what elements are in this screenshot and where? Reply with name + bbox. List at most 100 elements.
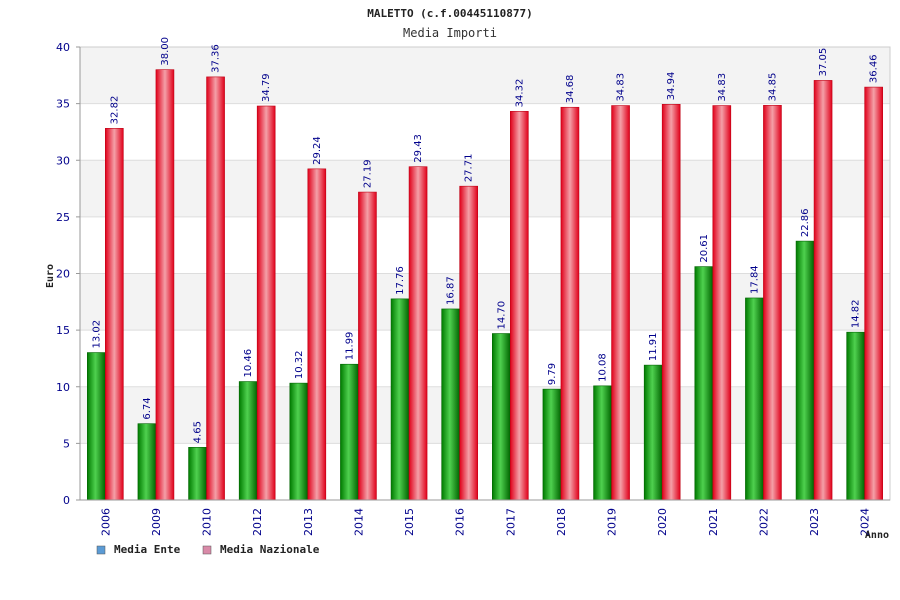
- y-axis: 0 5 10 15 20 25 30 35 40: [56, 41, 81, 507]
- y-tick-label: 5: [63, 437, 70, 450]
- x-tick-label: 2014: [352, 508, 365, 536]
- x-tick-label: 2018: [555, 508, 568, 536]
- y-tick-label: 20: [56, 268, 70, 281]
- bar-value-label: 29.43: [413, 134, 424, 163]
- bar-value-label: 10.32: [294, 350, 305, 379]
- bar-media-nazionale-2019: [611, 105, 630, 501]
- bar-media-ente-2006: [87, 352, 106, 501]
- bar-value-label: 14.82: [851, 300, 862, 329]
- bar-value-label: 37.36: [211, 44, 222, 73]
- bar-media-ente-2014: [340, 363, 359, 501]
- bar-media-ente-2022: [745, 297, 764, 501]
- x-tick-label: 2013: [302, 508, 315, 536]
- bar-media-nazionale-2022: [763, 105, 782, 501]
- bar-media-nazionale-2016: [459, 185, 478, 501]
- legend-label-media-nazionale: Media Nazionale: [220, 543, 320, 556]
- y-tick-label: 0: [63, 494, 70, 507]
- y-tick-label: 25: [56, 211, 70, 224]
- bar-value-label: 34.32: [514, 79, 525, 108]
- x-tick-label: 2020: [656, 508, 669, 536]
- bar-value-label: 10.46: [243, 349, 254, 378]
- bar-value-label: 17.76: [395, 266, 406, 295]
- bar-value-label: 34.85: [767, 73, 778, 102]
- x-tick-label: 2009: [150, 508, 163, 536]
- bar-media-ente-2020: [643, 364, 663, 501]
- bar-media-nazionale-2021: [712, 105, 732, 501]
- bar-media-ente-2019: [593, 385, 612, 501]
- bar-media-ente-2012: [238, 381, 258, 501]
- bar-value-label: 11.99: [344, 332, 355, 361]
- bar-media-ente-2016: [441, 308, 460, 501]
- y-axis-label: Euro: [45, 264, 56, 288]
- bar-media-ente-2015: [390, 298, 410, 501]
- bar-value-label: 16.87: [446, 276, 457, 305]
- bar-media-nazionale-2018: [560, 106, 580, 501]
- y-tick-label: 10: [56, 381, 70, 394]
- x-axis-label: Anno: [865, 530, 889, 541]
- bar-value-label: 4.65: [193, 421, 204, 443]
- bar-value-label: 29.24: [312, 136, 323, 165]
- bar-value-label: 17.84: [749, 265, 760, 294]
- bar-media-nazionale-2009: [155, 69, 175, 501]
- bar-value-label: 36.46: [869, 54, 880, 83]
- bar-media-ente-2018: [542, 388, 562, 501]
- bar-media-nazionale-2010: [206, 76, 225, 501]
- bar-value-label: 34.94: [666, 72, 677, 101]
- bar-media-nazionale-2006: [105, 128, 124, 501]
- bar-media-nazionale-2017: [510, 111, 529, 501]
- x-tick-label: 2016: [454, 508, 467, 536]
- bar-value-label: 20.61: [699, 234, 710, 263]
- y-tick-label: 30: [56, 154, 70, 167]
- bar-value-label: 9.79: [547, 363, 558, 385]
- y-tick-label: 15: [56, 324, 70, 337]
- bar-media-ente-2009: [137, 423, 157, 501]
- bar-media-nazionale-2024: [864, 86, 883, 501]
- x-tick-label: 2022: [757, 508, 770, 536]
- bar-value-label: 37.05: [818, 48, 829, 77]
- x-axis: 2006 2009 2010 2012 2013 2014 2015 2016 2017 2018…: [80, 499, 890, 536]
- x-tick-label: 2015: [403, 508, 416, 536]
- bar-media-ente-2024: [846, 331, 865, 501]
- x-tick-label: 2024: [859, 508, 872, 536]
- bar-media-ente-2021: [694, 266, 714, 501]
- legend: Media Ente Media Nazionale: [96, 543, 320, 556]
- bar-value-label: 10.08: [598, 353, 609, 382]
- bar-media-nazionale-2012: [256, 105, 276, 501]
- bar-media-nazionale-2015: [408, 166, 428, 501]
- y-tick-label: 40: [56, 41, 70, 54]
- bar-value-label: 22.86: [800, 208, 811, 237]
- chart-subtitle: Media Importi: [403, 26, 497, 40]
- bar-value-label: 38.00: [160, 37, 171, 66]
- bar-media-ente-2010: [188, 447, 207, 501]
- bar-value-label: 34.68: [565, 75, 576, 104]
- legend-swatch-media-ente: [96, 545, 106, 555]
- bar-media-ente-2023: [795, 240, 815, 501]
- x-tick-label: 2010: [201, 508, 214, 536]
- bar-media-nazionale-2014: [358, 191, 377, 501]
- y-tick-label: 35: [56, 98, 70, 111]
- bar-media-nazionale-2020: [661, 104, 681, 501]
- x-tick-label: 2012: [251, 508, 264, 536]
- data-labels: 13.02 32.82 6.74 38.00 4.65 37.36 10.46 34.79 10…: [91, 37, 879, 443]
- legend-label-media-ente: Media Ente: [114, 543, 181, 556]
- bars: [87, 69, 883, 501]
- bar-value-label: 32.82: [109, 96, 120, 125]
- bar-value-label: 34.79: [261, 73, 272, 102]
- x-tick-label: 2017: [504, 508, 517, 536]
- bar-media-nazionale-2023: [813, 80, 833, 501]
- bar-value-label: 13.02: [91, 320, 102, 349]
- bar-value-label: 6.74: [142, 397, 153, 419]
- legend-swatch-media-nazionale: [202, 545, 212, 555]
- bar-media-ente-2013: [289, 382, 309, 501]
- bar-value-label: 14.70: [496, 301, 507, 330]
- bar-media-ente-2017: [492, 333, 511, 501]
- bar-value-label: 34.83: [717, 73, 728, 102]
- bar-value-label: 27.71: [464, 154, 475, 183]
- x-tick-label: 2021: [707, 508, 720, 536]
- chart-title: MALETTO (c.f.00445110877): [367, 7, 533, 20]
- x-tick-label: 2006: [99, 508, 112, 536]
- bar-value-label: 27.19: [362, 159, 373, 188]
- bar-media-nazionale-2013: [307, 168, 327, 501]
- x-tick-label: 2023: [808, 508, 821, 536]
